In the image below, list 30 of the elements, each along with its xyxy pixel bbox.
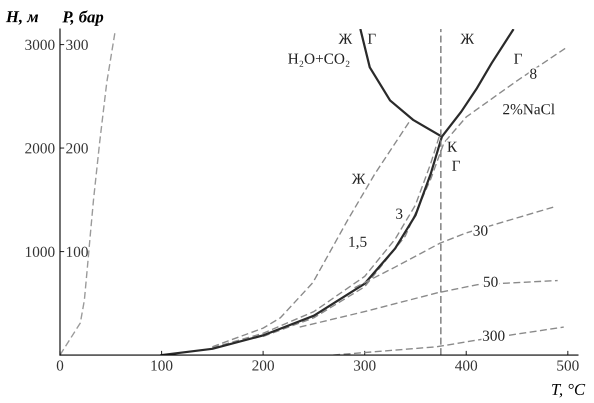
y-tick-label: 2000 xyxy=(25,143,55,154)
x-axis-title: T, °C xyxy=(552,384,586,398)
y2-tick-label: 200 xyxy=(66,143,88,154)
y2-tick-label: 100 xyxy=(66,246,88,257)
annotation: 3 xyxy=(396,208,402,219)
x-tick-label: 200 xyxy=(252,360,274,371)
annotation: Ж xyxy=(460,34,474,44)
y-tick-label: 3000 xyxy=(25,40,55,50)
annotation: 300 xyxy=(482,330,505,341)
annotation: H₂O+CO₂ xyxy=(288,54,350,67)
x-tick-label: 400 xyxy=(455,360,478,371)
x-tick-label: 0 xyxy=(56,360,64,371)
annotation: Г xyxy=(452,160,460,171)
annotation: 1,5 xyxy=(349,236,367,250)
annotation: 8 xyxy=(530,68,537,79)
y2-tick-label: 300 xyxy=(66,40,88,50)
annotation: 2%NaCl xyxy=(503,104,555,114)
x-tick-label: 300 xyxy=(354,360,376,371)
annotation: 50 xyxy=(484,276,498,287)
x-tick-label: 100 xyxy=(151,360,172,371)
annotation: 30 xyxy=(474,225,488,236)
y-tick-label: 1000 xyxy=(26,246,55,257)
x-tick-label: 500 xyxy=(557,360,579,371)
y2-axis-title: P, бар xyxy=(62,10,104,26)
annotation: Г xyxy=(368,34,376,44)
annotation: Ж xyxy=(338,34,352,44)
y-axis-title: H, м xyxy=(6,11,38,25)
annotation: К xyxy=(447,142,458,152)
annotation: Ж xyxy=(352,174,366,184)
annotation: Г xyxy=(514,54,522,64)
